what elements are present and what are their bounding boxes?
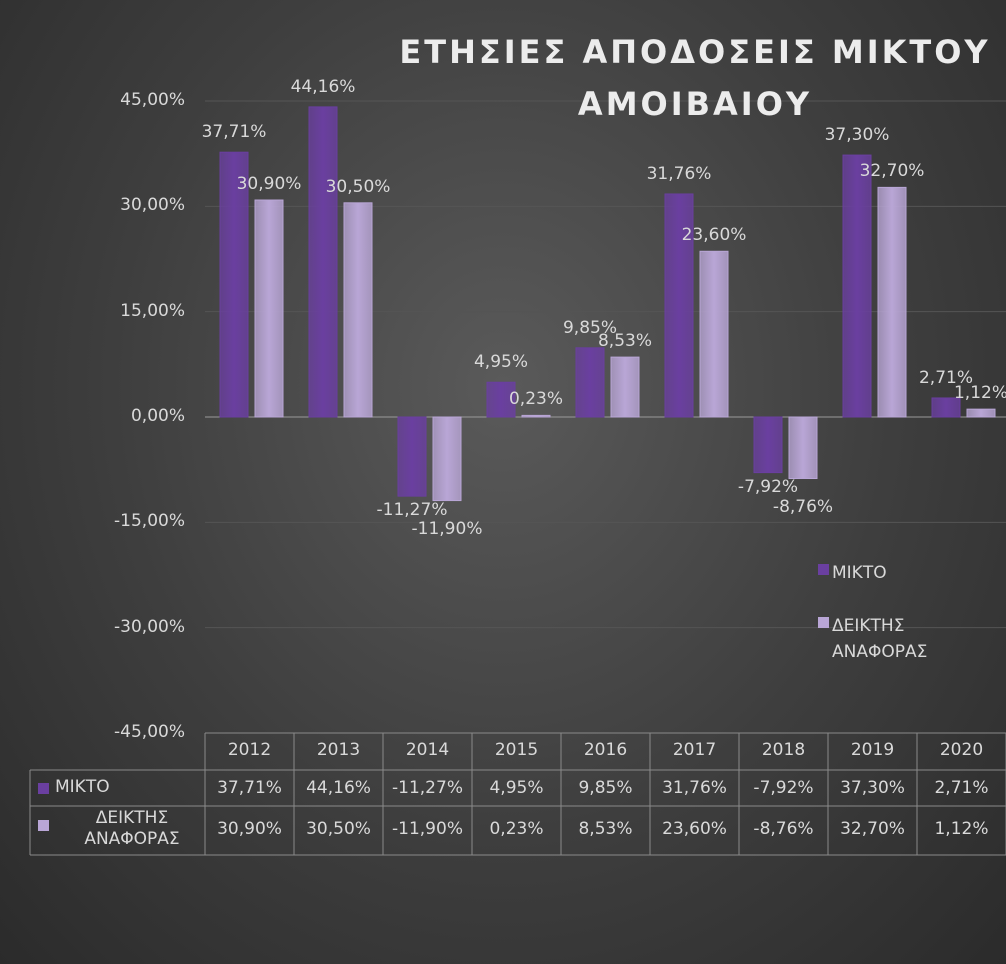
data-label: 9,85% [562,317,618,338]
legend-label: ΜΙΚΤΟ [832,563,887,583]
table-cell: 0,23% [489,819,544,839]
data-label: 0,23% [508,389,564,410]
table-cell: 31,76% [662,778,727,798]
data-label: 31,76% [646,163,712,184]
y-tick-label: -30,00% [114,616,185,637]
bar [219,151,249,418]
chart-title: ΕΤΗΣΙΕΣ ΑΠΟΔΟΣΕΙΣ ΜΙΚΤΟΥ ΑΜΟΙΒΑΙΟΥ [399,33,991,123]
table-cell: 32,70% [840,819,905,839]
data-label: 32,70% [859,161,925,182]
bar [877,186,907,418]
y-tick-label: 45,00% [120,90,185,110]
bar [308,106,338,418]
bar [966,408,996,418]
table-row-label: ΜΙΚΤΟ [55,777,110,797]
table-cell: 9,85% [578,778,633,798]
bar [575,347,605,418]
bar [699,250,729,418]
table-legend-marker [38,783,49,794]
legend-marker [818,564,829,575]
table-cell: -11,90% [392,819,463,839]
table-cell: 30,50% [306,819,371,839]
table-cell: 44,16% [306,778,371,798]
x-tick-label: 2020 [939,740,984,760]
x-tick-label: 2018 [761,740,806,760]
table-cell: 23,60% [662,819,727,839]
table-cell: -11,27% [392,778,463,798]
x-tick-label: 2014 [405,740,450,760]
x-tick-label: 2016 [583,740,628,760]
bar [842,154,872,418]
bar [254,199,284,418]
data-label: 1,12% [953,383,1006,404]
bar [610,356,640,418]
data-label: -11,27% [376,500,448,521]
bar [664,193,694,418]
table-cell: 37,71% [217,778,282,798]
y-tick-label: -45,00% [114,722,185,742]
table-cell: 30,90% [217,819,282,839]
bar [397,416,427,497]
bar [486,381,516,418]
bar [931,397,961,418]
data-label: 37,30% [824,125,890,146]
data-label: 30,50% [325,176,391,197]
bar [521,414,551,418]
y-tick-label: 0,00% [130,406,185,426]
table-cell: 2,71% [934,778,989,798]
table-cell: 1,12% [934,819,989,839]
bar [788,416,818,480]
x-tick-label: 2013 [316,740,361,760]
legend-label: ΔΕΙΚΤΗΣ ΑΝΑΦΟΡΑΣ [832,616,928,662]
data-label: 2,71% [918,367,974,388]
data-label: -7,92% [737,476,799,497]
bar [432,416,462,502]
data-label: 44,16% [290,76,356,97]
table-row-label: ΔΕΙΚΤΗΣ ΑΝΑΦΟΡΑΣ [84,808,180,849]
data-label: 23,60% [681,225,747,246]
table-cell: 8,53% [578,819,633,839]
table-cell: 4,95% [489,778,544,798]
table-cell: 37,30% [840,778,905,798]
y-tick-label: -15,00% [114,511,185,532]
x-tick-label: 2012 [227,740,272,760]
y-tick-label: 15,00% [120,300,185,321]
data-label: 4,95% [473,352,529,373]
x-tick-label: 2019 [850,740,895,760]
bar [343,202,373,418]
table-cell: -7,92% [753,778,814,798]
legend-marker [818,617,829,628]
data-label: 37,71% [201,122,267,143]
data-label: 30,90% [236,174,302,194]
table-legend-marker [38,820,49,831]
data-label: 8,53% [597,331,653,352]
table-cell: -8,76% [753,819,814,839]
x-tick-label: 2017 [672,740,717,760]
y-tick-label: 30,00% [120,195,185,216]
data-label: -8,76% [772,496,834,517]
x-tick-label: 2015 [494,740,539,760]
data-label: -11,90% [411,518,483,539]
bar [753,416,783,474]
